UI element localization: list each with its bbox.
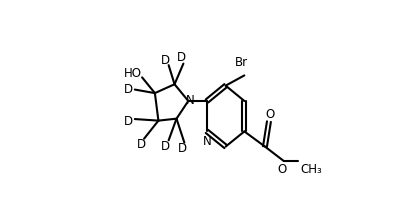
- Text: D: D: [124, 114, 133, 128]
- Text: D: D: [161, 54, 170, 67]
- Text: D: D: [177, 51, 186, 64]
- Text: D: D: [136, 138, 146, 151]
- Text: D: D: [178, 142, 187, 155]
- Text: O: O: [277, 163, 287, 176]
- Text: D: D: [124, 83, 133, 96]
- Text: N: N: [203, 135, 211, 148]
- Text: HO: HO: [124, 67, 142, 80]
- Text: CH₃: CH₃: [300, 163, 322, 176]
- Text: Br: Br: [235, 56, 248, 69]
- Text: N: N: [185, 94, 194, 108]
- Text: D: D: [161, 140, 170, 153]
- Text: O: O: [266, 108, 275, 121]
